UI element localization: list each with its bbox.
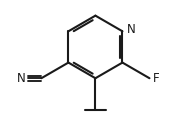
- Text: N: N: [17, 72, 25, 85]
- Text: N: N: [127, 23, 136, 36]
- Text: F: F: [153, 72, 159, 85]
